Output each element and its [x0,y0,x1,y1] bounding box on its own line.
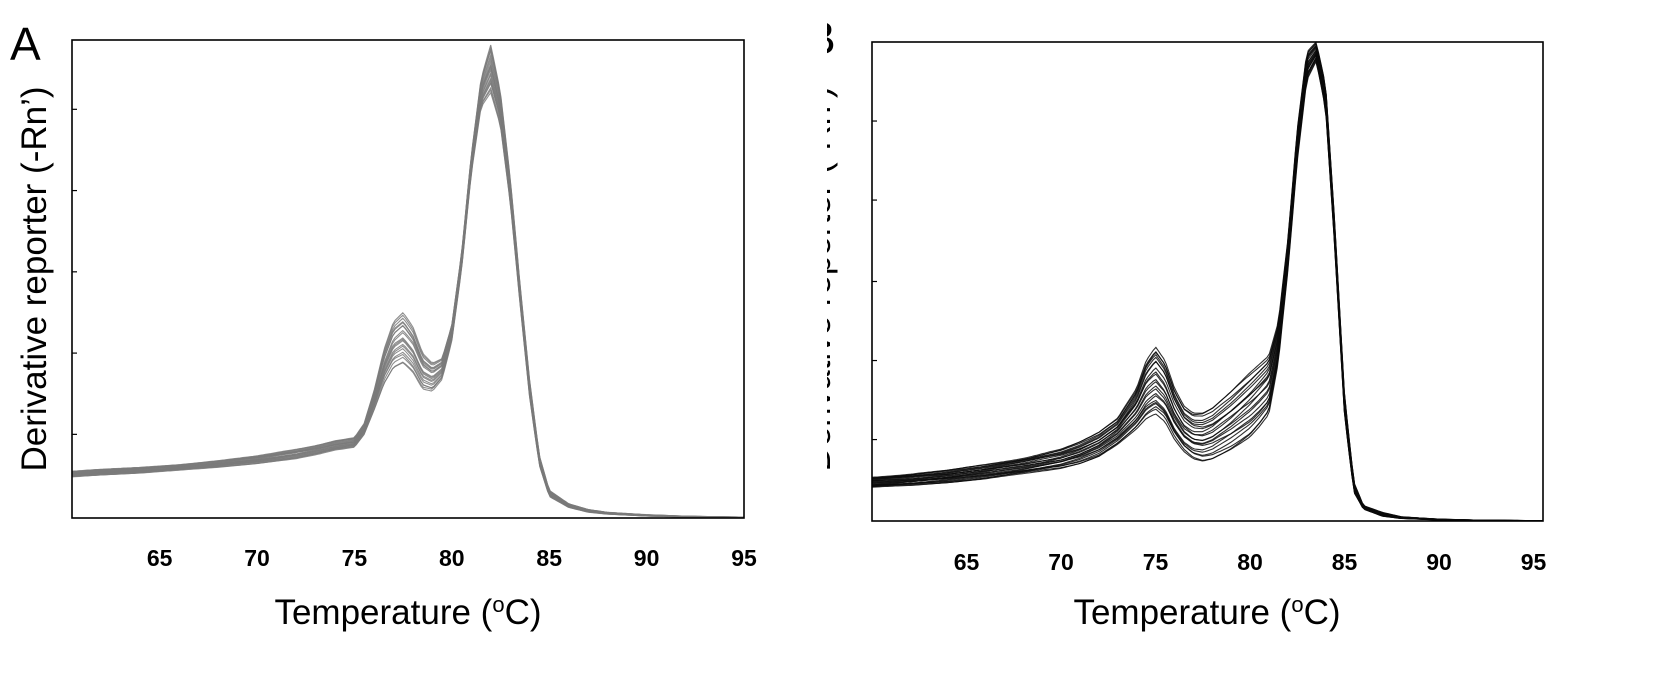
x-ticks-a: 65 70 75 80 85 90 95 [147,545,757,571]
x-axis-label-b-sup: o [1291,592,1303,617]
melt-curve-b-17 [871,44,1543,522]
x-axis-label-b: Temperature (oC) [1073,592,1340,632]
x-ticks-b: 65 70 75 80 85 90 95 [954,549,1547,575]
x-tick-label-a-90: 90 [634,545,660,571]
x-axis-label-b-end: C) [1304,593,1341,632]
melt-curve-a-6 [71,76,744,518]
x-tick-label-a-70: 70 [244,545,270,571]
chart-a-svg: A Derivative reporter (-Rn’) Temperature… [10,18,757,632]
melt-curve-a-17 [71,47,744,518]
x-tick-label-a-65: 65 [147,545,173,571]
x-tick-label-b-65: 65 [954,549,980,575]
melt-curve-a-8 [71,71,744,518]
melt-curve-a-16 [71,48,744,518]
curves-a [71,44,745,519]
plot-frame-a [71,39,745,519]
x-tick-label-a-80: 80 [439,545,465,571]
melt-curve-a-18 [71,45,745,518]
y-ticks-b [872,120,877,441]
x-tick-label-a-95: 95 [731,545,757,571]
x-tick-label-a-75: 75 [342,545,368,571]
y-axis-label-a: Derivative reporter (-Rn’) [15,86,54,471]
x-axis-label-b-main: Temperature ( [1073,593,1291,632]
x-tick-label-b-85: 85 [1332,549,1358,575]
x-tick-label-b-75: 75 [1143,549,1169,575]
melt-curve-a-1 [71,88,744,519]
melt-curve-a-2 [71,86,744,519]
x-axis-label-a-main: Temperature ( [274,593,492,632]
y-ticks-a [72,108,77,435]
chart-b-svg: B Derivative reporter (-Rn’) Temperature… [827,12,1547,632]
melt-curve-b-18 [871,44,1543,522]
melt-curve-b-15 [871,46,1543,522]
melt-curve-b-2 [871,57,1543,522]
plot-frame-b [871,41,1544,522]
x-tick-label-a-85: 85 [536,545,562,571]
melt-curve-a-4 [71,80,744,518]
x-tick-label-b-70: 70 [1048,549,1074,575]
melt-curve-b-1 [871,59,1543,522]
panel-b: B Derivative reporter (-Rn’) Temperature… [827,0,1654,677]
melt-curve-a-9 [71,68,744,518]
x-axis-label-a-end: C) [505,593,542,632]
melt-curve-a-12 [71,62,744,518]
x-tick-label-b-95: 95 [1521,549,1547,575]
melt-curve-a-14 [71,56,745,518]
melt-curve-b-16 [871,45,1543,522]
x-axis-label-a-sup: o [492,592,504,617]
panel-letter-b: B [827,12,836,64]
x-axis-label-a: Temperature (oC) [274,592,541,632]
melt-curve-a-0 [71,91,744,519]
curves-b [871,41,1544,522]
melt-curve-b-14 [871,47,1543,522]
melt-curve-b-13 [871,49,1543,522]
x-tick-label-b-80: 80 [1237,549,1263,575]
melt-curve-b-4 [871,56,1543,522]
melt-curve-b-20 [871,42,1543,522]
melt-curve-b-3 [871,57,1543,522]
panel-letter-a: A [10,18,41,70]
melt-curve-a-19 [71,44,745,518]
melt-curve-a-15 [71,52,745,518]
x-tick-label-b-90: 90 [1426,549,1452,575]
melt-curve-b-0 [871,60,1543,522]
melt-curve-a-3 [71,82,744,518]
melt-curve-a-13 [71,59,744,518]
melt-curve-b-19 [871,42,1543,522]
y-axis-label-b: Derivative reporter (-Rn’) [827,86,838,471]
panel-a: A Derivative reporter (-Rn’) Temperature… [10,18,757,632]
melt-curve-a-5 [71,78,744,518]
melt-curve-b-5 [871,56,1543,522]
melt-curve-a-11 [71,65,745,518]
melt-curve-a-10 [71,63,745,518]
melt-curve-a-7 [71,73,744,518]
melt-curve-b-21 [871,41,1543,522]
